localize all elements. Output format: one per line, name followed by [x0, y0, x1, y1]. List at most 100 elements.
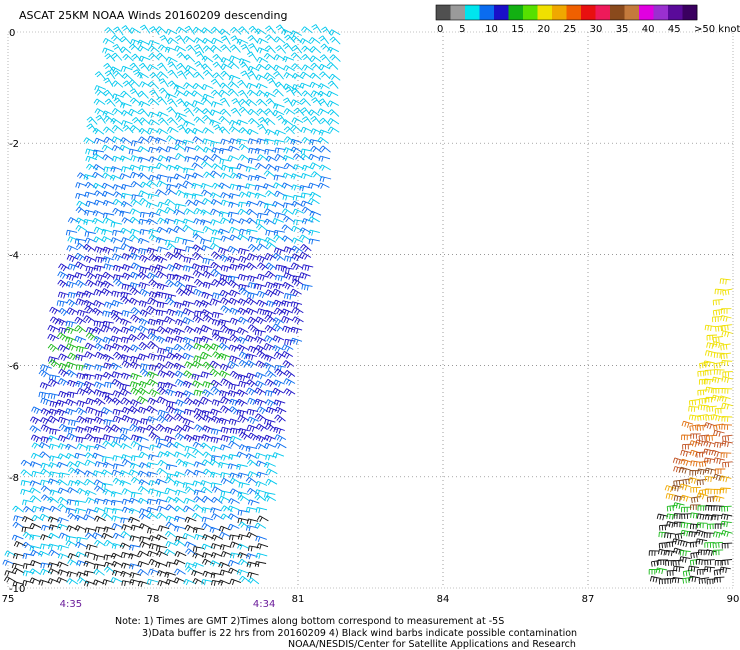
wind-barb [248, 147, 260, 154]
wind-barb [40, 568, 52, 575]
wind-barb [146, 415, 159, 424]
wind-barb [210, 343, 223, 351]
wind-barb [84, 478, 96, 486]
wind-barb [245, 372, 258, 380]
wind-barb [309, 191, 322, 199]
wind-barb [192, 399, 205, 407]
wind-barb [210, 140, 222, 147]
colorbar-swatch [537, 5, 553, 20]
wind-barb [236, 327, 249, 335]
wind-barb [47, 516, 60, 523]
wind-barb [282, 97, 293, 107]
wind-barb [714, 288, 726, 295]
wind-barb [698, 434, 710, 441]
wind-barb [720, 308, 732, 314]
wind-barb [264, 492, 276, 498]
wind-barb [146, 506, 159, 514]
wind-barb [272, 103, 285, 110]
wind-barb [237, 336, 249, 344]
wind-barb [29, 480, 42, 487]
wind-barb [236, 172, 248, 180]
wind-barb [113, 97, 125, 106]
wind-barb [137, 485, 150, 493]
wind-barb [246, 518, 259, 525]
wind-barb [256, 543, 269, 550]
wind-barb [210, 78, 222, 88]
wind-barb [191, 373, 204, 381]
wind-barb [39, 382, 52, 390]
wind-barb [66, 391, 79, 398]
wind-barb [83, 560, 96, 567]
wind-barb [698, 577, 710, 585]
wind-barb [120, 291, 132, 299]
wind-barb [719, 566, 731, 574]
wind-barb [227, 88, 239, 97]
wind-barb [713, 361, 724, 369]
wind-barb [310, 62, 322, 71]
wind-barb [246, 128, 259, 136]
colorbar-label: 35 [616, 24, 629, 35]
wind-barb [255, 480, 268, 488]
wind-barb [132, 69, 143, 79]
colorbar-label: >50 knots [694, 24, 740, 35]
wind-barb [211, 534, 223, 541]
wind-barb [200, 160, 213, 168]
wind-barb [290, 262, 303, 271]
wind-barb [680, 494, 693, 502]
wind-barb [48, 374, 61, 381]
wind-barb [220, 378, 233, 387]
wind-barb [92, 210, 105, 217]
wind-barb [719, 278, 731, 285]
wind-barb [183, 82, 195, 89]
wind-barb [666, 521, 678, 528]
wind-barb [147, 378, 159, 387]
wind-barb [175, 378, 187, 387]
wind-barb [713, 576, 725, 583]
wind-barb [74, 335, 87, 344]
wind-barb [111, 469, 124, 476]
wind-barb [704, 514, 717, 521]
wind-barb [238, 444, 251, 451]
wind-barb [282, 42, 294, 52]
wind-barb [138, 282, 151, 290]
wind-barb [84, 417, 97, 425]
wind-barb [148, 432, 161, 440]
wind-barb [264, 309, 277, 318]
wind-barb [130, 199, 143, 206]
wind-barb [712, 387, 724, 394]
x-tick-label: 84 [437, 594, 450, 605]
wind-barb [155, 237, 168, 244]
wind-barb [110, 499, 123, 506]
wind-barb [103, 419, 115, 426]
wind-barb [76, 536, 88, 543]
wind-barb [649, 576, 662, 583]
wind-barb [703, 457, 716, 464]
wind-barb [92, 127, 105, 135]
wind-barb [175, 535, 187, 542]
wind-barb [688, 565, 700, 572]
wind-barb [193, 107, 205, 115]
wind-barb [281, 119, 294, 126]
wind-barb [167, 117, 179, 126]
wind-barb [20, 469, 32, 477]
wind-barb [146, 247, 159, 255]
wind-barb [92, 452, 104, 459]
wind-barb [155, 270, 168, 279]
wind-barb [112, 390, 125, 398]
wind-barb [67, 480, 80, 487]
wind-barb [111, 80, 124, 88]
wind-barb [265, 406, 278, 415]
wind-barb [229, 541, 242, 548]
wind-barb [714, 560, 726, 566]
wind-barb [703, 360, 715, 368]
wind-barb [719, 395, 731, 403]
wind-barb [174, 144, 186, 151]
wind-barb [210, 26, 222, 35]
wind-barb [247, 416, 259, 425]
wind-barb [75, 380, 87, 389]
wind-barb [247, 275, 259, 283]
wind-barb [698, 397, 710, 404]
wind-barb [66, 254, 79, 263]
wind-barb [148, 119, 160, 126]
wind-barb [209, 298, 222, 306]
